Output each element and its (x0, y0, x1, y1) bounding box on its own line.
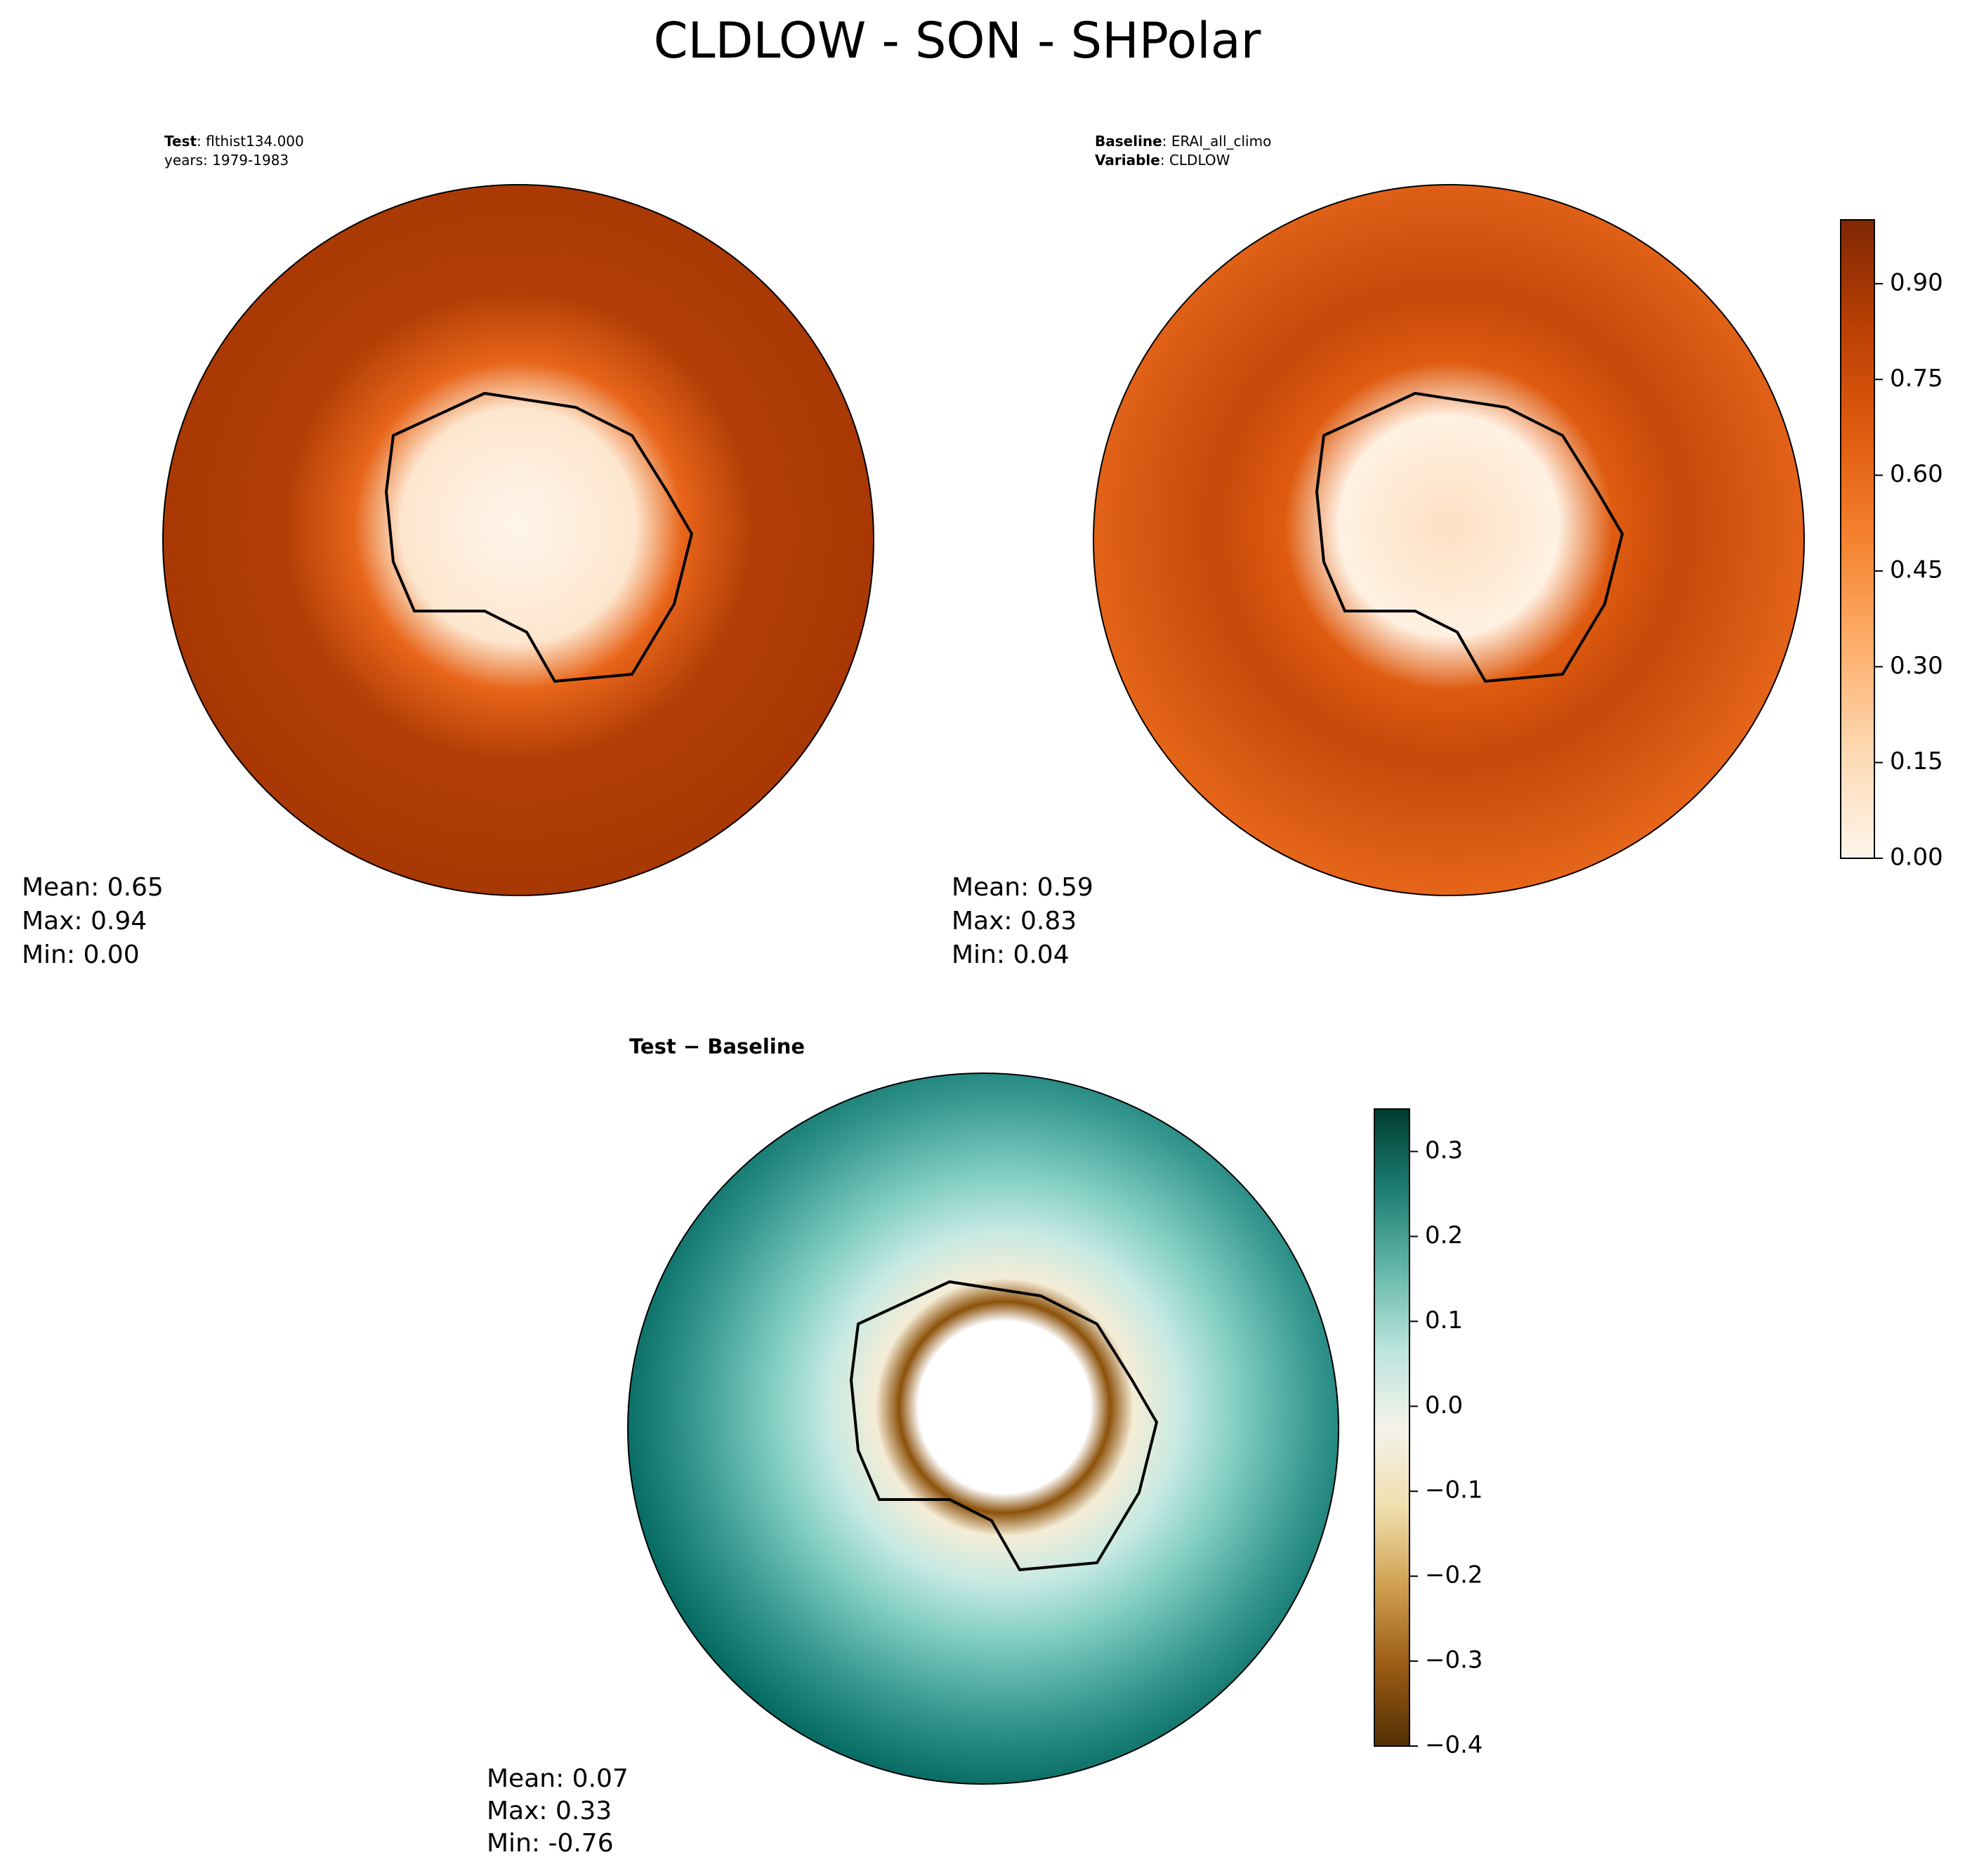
tick-label: 0.45 (1890, 556, 1943, 584)
stat-text: Min: -0.76 (487, 1829, 614, 1858)
label-text: : CLDLOW (1160, 152, 1230, 169)
stat-text: Mean: 0.59 (952, 873, 1093, 902)
colorbar (1840, 219, 1875, 859)
label-key: Test − Baseline (629, 1035, 805, 1058)
label-text: years: 1979-1983 (164, 152, 289, 169)
stat-text: Max: 0.33 (487, 1797, 612, 1825)
panel-label: Variable: CLDLOW (1095, 152, 1230, 169)
map (1093, 184, 1805, 896)
tick-label: −0.4 (1425, 1731, 1483, 1759)
map (162, 184, 874, 896)
stat-text: Mean: 0.07 (487, 1764, 629, 1793)
panel-label: Test: flthist134.000 (164, 133, 304, 150)
label-key: Baseline (1095, 133, 1162, 150)
colorbar (1374, 1108, 1410, 1747)
label-key: Variable (1095, 152, 1160, 169)
map (627, 1073, 1339, 1785)
panel-label: Baseline: ERAI_all_climo (1095, 133, 1271, 150)
stat-text: Max: 0.94 (22, 907, 147, 936)
label-text: : ERAI_all_climo (1162, 133, 1272, 150)
tick-label: 0.1 (1425, 1306, 1463, 1334)
tick-label: 0.2 (1425, 1221, 1463, 1249)
tick-label: 0.00 (1890, 844, 1943, 872)
tick-label: 0.15 (1890, 747, 1943, 775)
stat-text: Mean: 0.65 (22, 873, 164, 902)
tick-label: −0.3 (1425, 1646, 1483, 1674)
panel-label: Test − Baseline (629, 1035, 805, 1058)
tick-label: −0.1 (1425, 1476, 1483, 1504)
stat-text: Min: 0.00 (22, 940, 140, 969)
tick-label: −0.2 (1425, 1561, 1483, 1589)
tick-label: 0.30 (1890, 652, 1943, 680)
tick-label: 0.90 (1890, 268, 1943, 296)
tick-label: 0.60 (1890, 460, 1943, 488)
tick-label: 0.75 (1890, 365, 1943, 393)
figure-title: CLDLOW - SON - SHPolar (654, 12, 1261, 70)
stat-text: Min: 0.04 (952, 940, 1070, 969)
stat-text: Max: 0.83 (952, 907, 1077, 936)
label-key: Test (164, 133, 197, 150)
tick-label: 0.0 (1425, 1391, 1463, 1419)
label-text: : flthist134.000 (197, 133, 304, 150)
panel-label: years: 1979-1983 (164, 152, 289, 169)
tick-label: 0.3 (1425, 1136, 1463, 1165)
